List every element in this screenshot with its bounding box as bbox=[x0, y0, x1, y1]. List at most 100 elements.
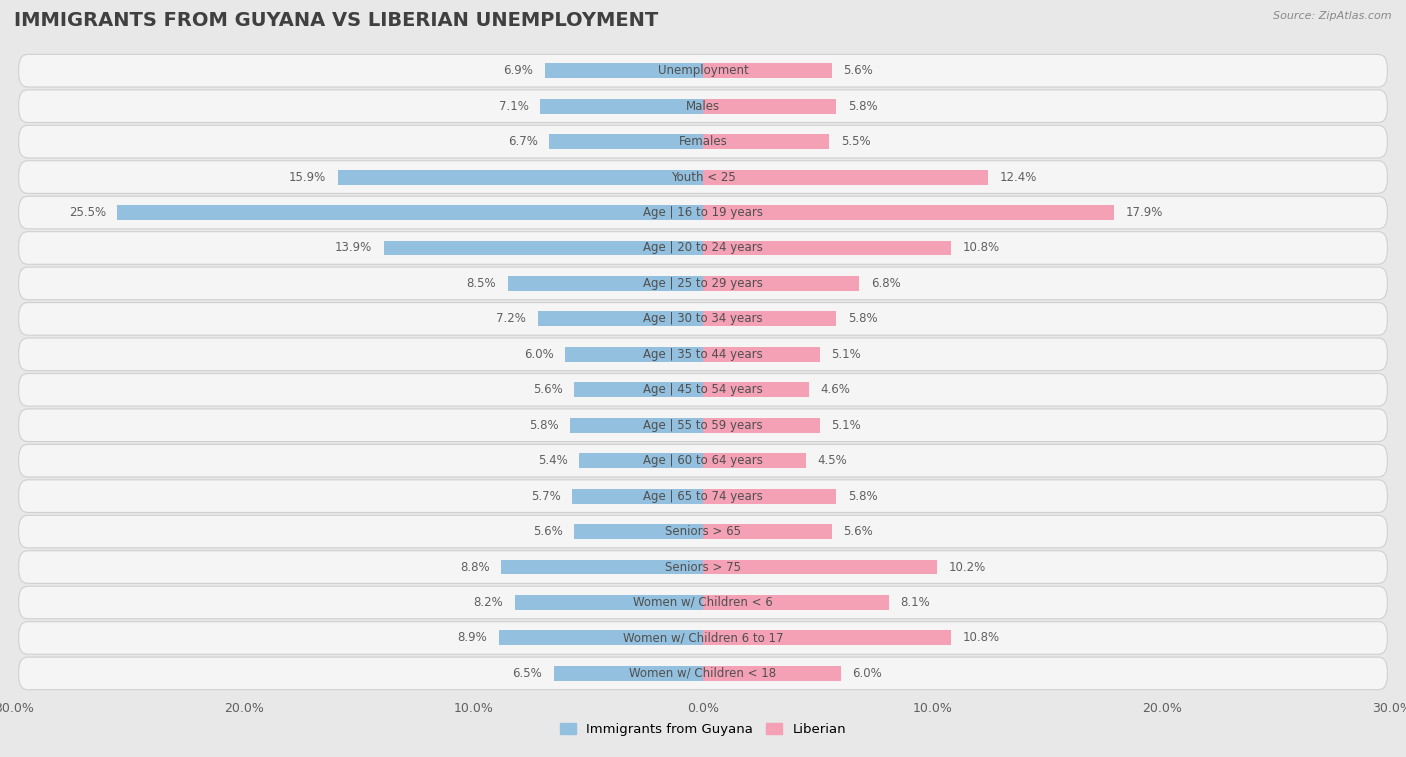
FancyBboxPatch shape bbox=[18, 303, 1388, 335]
Bar bbox=[703, 347, 820, 362]
Bar bbox=[703, 666, 841, 681]
FancyBboxPatch shape bbox=[18, 196, 1388, 229]
Bar bbox=[703, 276, 859, 291]
Bar bbox=[575, 524, 703, 539]
Text: 5.6%: 5.6% bbox=[533, 383, 562, 396]
FancyBboxPatch shape bbox=[18, 409, 1388, 441]
Text: Seniors > 75: Seniors > 75 bbox=[665, 560, 741, 574]
Text: Females: Females bbox=[679, 135, 727, 148]
Text: 8.8%: 8.8% bbox=[460, 560, 489, 574]
FancyBboxPatch shape bbox=[18, 621, 1388, 654]
FancyBboxPatch shape bbox=[18, 516, 1388, 548]
Text: 5.6%: 5.6% bbox=[533, 525, 562, 538]
Text: 15.9%: 15.9% bbox=[290, 170, 326, 183]
Text: 17.9%: 17.9% bbox=[1126, 206, 1163, 219]
Text: 8.2%: 8.2% bbox=[474, 596, 503, 609]
Text: 5.7%: 5.7% bbox=[531, 490, 561, 503]
Bar bbox=[703, 134, 830, 149]
Bar bbox=[575, 382, 703, 397]
Bar bbox=[703, 453, 807, 468]
Text: 4.5%: 4.5% bbox=[818, 454, 848, 467]
Text: Age | 60 to 64 years: Age | 60 to 64 years bbox=[643, 454, 763, 467]
Text: 5.6%: 5.6% bbox=[844, 525, 873, 538]
Text: 5.8%: 5.8% bbox=[529, 419, 558, 431]
Text: Youth < 25: Youth < 25 bbox=[671, 170, 735, 183]
Bar bbox=[508, 276, 703, 291]
Bar bbox=[703, 205, 1114, 220]
Bar bbox=[384, 241, 703, 255]
Text: Women w/ Children 6 to 17: Women w/ Children 6 to 17 bbox=[623, 631, 783, 644]
Bar bbox=[703, 595, 889, 610]
Text: Source: ZipAtlas.com: Source: ZipAtlas.com bbox=[1274, 11, 1392, 21]
Text: 7.1%: 7.1% bbox=[499, 100, 529, 113]
Text: 13.9%: 13.9% bbox=[335, 241, 373, 254]
Bar bbox=[569, 418, 703, 433]
Text: 8.5%: 8.5% bbox=[467, 277, 496, 290]
Bar bbox=[703, 311, 837, 326]
Bar bbox=[565, 347, 703, 362]
Bar bbox=[515, 595, 703, 610]
FancyBboxPatch shape bbox=[18, 55, 1388, 87]
Text: Women w/ Children < 18: Women w/ Children < 18 bbox=[630, 667, 776, 680]
Text: Age | 65 to 74 years: Age | 65 to 74 years bbox=[643, 490, 763, 503]
FancyBboxPatch shape bbox=[18, 90, 1388, 123]
Bar bbox=[501, 559, 703, 575]
FancyBboxPatch shape bbox=[18, 338, 1388, 371]
Text: 4.6%: 4.6% bbox=[820, 383, 851, 396]
Text: 5.6%: 5.6% bbox=[844, 64, 873, 77]
Text: 10.8%: 10.8% bbox=[963, 631, 1000, 644]
Bar bbox=[703, 524, 831, 539]
Text: 8.9%: 8.9% bbox=[457, 631, 486, 644]
Bar bbox=[540, 98, 703, 114]
Text: IMMIGRANTS FROM GUYANA VS LIBERIAN UNEMPLOYMENT: IMMIGRANTS FROM GUYANA VS LIBERIAN UNEMP… bbox=[14, 11, 658, 30]
Text: 5.8%: 5.8% bbox=[848, 490, 877, 503]
Bar bbox=[703, 170, 988, 185]
Text: 6.0%: 6.0% bbox=[852, 667, 882, 680]
Text: Women w/ Children < 6: Women w/ Children < 6 bbox=[633, 596, 773, 609]
Text: 5.8%: 5.8% bbox=[848, 100, 877, 113]
Bar bbox=[703, 418, 820, 433]
Bar bbox=[572, 489, 703, 503]
Text: Age | 30 to 34 years: Age | 30 to 34 years bbox=[643, 313, 763, 326]
Text: 12.4%: 12.4% bbox=[1000, 170, 1036, 183]
Text: 6.7%: 6.7% bbox=[508, 135, 537, 148]
Bar bbox=[703, 64, 831, 78]
Bar bbox=[703, 382, 808, 397]
Text: 7.2%: 7.2% bbox=[496, 313, 526, 326]
Text: 5.4%: 5.4% bbox=[537, 454, 568, 467]
FancyBboxPatch shape bbox=[18, 126, 1388, 158]
Bar bbox=[337, 170, 703, 185]
Bar bbox=[544, 64, 703, 78]
Text: Unemployment: Unemployment bbox=[658, 64, 748, 77]
Bar bbox=[550, 134, 703, 149]
Bar bbox=[499, 631, 703, 646]
Text: Age | 55 to 59 years: Age | 55 to 59 years bbox=[643, 419, 763, 431]
Text: 6.5%: 6.5% bbox=[513, 667, 543, 680]
Bar bbox=[537, 311, 703, 326]
Text: 25.5%: 25.5% bbox=[69, 206, 105, 219]
FancyBboxPatch shape bbox=[18, 267, 1388, 300]
Bar bbox=[703, 631, 950, 646]
Text: 8.1%: 8.1% bbox=[900, 596, 931, 609]
FancyBboxPatch shape bbox=[18, 160, 1388, 193]
Bar bbox=[579, 453, 703, 468]
Bar bbox=[703, 98, 837, 114]
Text: Age | 25 to 29 years: Age | 25 to 29 years bbox=[643, 277, 763, 290]
Text: Age | 45 to 54 years: Age | 45 to 54 years bbox=[643, 383, 763, 396]
Text: 6.0%: 6.0% bbox=[524, 347, 554, 361]
FancyBboxPatch shape bbox=[18, 480, 1388, 512]
Text: Age | 16 to 19 years: Age | 16 to 19 years bbox=[643, 206, 763, 219]
FancyBboxPatch shape bbox=[18, 551, 1388, 584]
Text: 5.5%: 5.5% bbox=[841, 135, 870, 148]
Text: Age | 20 to 24 years: Age | 20 to 24 years bbox=[643, 241, 763, 254]
Text: 10.2%: 10.2% bbox=[949, 560, 986, 574]
Text: 5.1%: 5.1% bbox=[831, 347, 862, 361]
Bar bbox=[703, 489, 837, 503]
Bar bbox=[703, 559, 938, 575]
Text: Males: Males bbox=[686, 100, 720, 113]
Text: 6.9%: 6.9% bbox=[503, 64, 533, 77]
FancyBboxPatch shape bbox=[18, 232, 1388, 264]
Text: 5.1%: 5.1% bbox=[831, 419, 862, 431]
Text: Age | 35 to 44 years: Age | 35 to 44 years bbox=[643, 347, 763, 361]
Bar bbox=[703, 241, 950, 255]
